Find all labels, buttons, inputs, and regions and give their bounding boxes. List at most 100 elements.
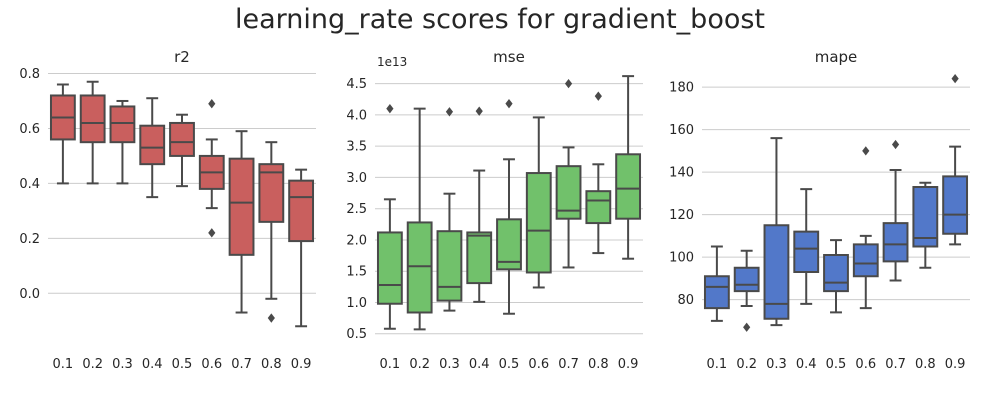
box-0.2 bbox=[406, 107, 433, 331]
outlier-point bbox=[505, 98, 513, 109]
box-0.3 bbox=[763, 137, 790, 327]
y-tick-label: 0.0 bbox=[19, 287, 40, 302]
box-body bbox=[703, 275, 730, 310]
outlier-point bbox=[208, 99, 216, 109]
box-0.2 bbox=[733, 249, 760, 332]
y-tick-label: 0.2 bbox=[19, 232, 40, 247]
y-tick-label: 120 bbox=[669, 208, 694, 223]
y-tick-label: 0.4 bbox=[19, 177, 40, 192]
outlier-point bbox=[445, 107, 454, 117]
box-0.1 bbox=[376, 103, 403, 330]
outlier-point bbox=[208, 228, 216, 238]
outlier-point bbox=[862, 146, 870, 156]
box-body bbox=[763, 224, 790, 320]
box-body bbox=[496, 218, 522, 271]
box-0.4 bbox=[466, 106, 493, 303]
box-0.4 bbox=[139, 97, 166, 199]
box-0.7 bbox=[882, 139, 909, 282]
box-body bbox=[793, 230, 820, 273]
outlier-point bbox=[594, 91, 602, 101]
x-tick-label: 0.6 bbox=[201, 357, 222, 372]
outlier-point bbox=[743, 322, 751, 332]
y-tick-label: 1.0 bbox=[346, 296, 367, 311]
y-tick-label: 100 bbox=[669, 251, 694, 266]
box-body bbox=[376, 231, 403, 305]
y-tick-label: 2.5 bbox=[346, 202, 367, 217]
box-body bbox=[555, 165, 582, 220]
outlier-point bbox=[891, 139, 900, 150]
x-tick-label: 0.3 bbox=[766, 357, 787, 372]
y-tick-label: 140 bbox=[669, 166, 694, 181]
x-tick-label: 0.2 bbox=[736, 357, 757, 372]
box-0.3 bbox=[109, 99, 136, 185]
box-body bbox=[525, 172, 552, 274]
x-tick-label: 0.1 bbox=[53, 357, 74, 372]
y-tick-label: 160 bbox=[669, 123, 694, 138]
panel-mse: 0.5 1.0 1.5 2.0 2.5 3.0 3.5 4.0 4.5 mse 1e13 0.1 0.2… bbox=[346, 48, 643, 372]
box-body bbox=[406, 221, 433, 314]
panel-r2: 0.0 0.2 0.4 0.6 0.8 r2 0.1 0.2 0.3 0.4 0.5 0.6 0.7 0.… bbox=[19, 48, 316, 372]
x-tick-label: 0.4 bbox=[796, 357, 817, 372]
x-tick-label: 0.2 bbox=[409, 357, 430, 372]
panel-mape: 80 100 120 140 160 180 mape 0.1 0.2 0.3 0.4 0.5 0.6 0… bbox=[669, 48, 970, 372]
box-0.9 bbox=[615, 75, 642, 260]
box-body bbox=[852, 243, 879, 278]
subplot-title: mse bbox=[493, 48, 525, 66]
y-tick-label: 1.5 bbox=[346, 265, 367, 280]
axis-offset-label: 1e13 bbox=[377, 55, 407, 69]
box-body bbox=[139, 124, 166, 166]
box-body bbox=[912, 186, 939, 248]
x-tick-label: 0.4 bbox=[142, 357, 163, 372]
box-body bbox=[79, 94, 106, 144]
box-0.5 bbox=[496, 98, 522, 315]
box-0.6 bbox=[852, 146, 879, 310]
y-tick-label: 0.5 bbox=[346, 327, 367, 342]
y-tick-label: 3.5 bbox=[346, 140, 367, 155]
box-body bbox=[882, 222, 909, 263]
x-tick-label: 0.5 bbox=[499, 357, 520, 372]
outlier-point bbox=[951, 73, 959, 84]
box-0.5 bbox=[823, 239, 849, 314]
box-0.7 bbox=[228, 130, 255, 314]
x-tick-label: 0.1 bbox=[707, 357, 728, 372]
x-tick-label: 0.6 bbox=[855, 357, 876, 372]
y-tick-label: 4.5 bbox=[346, 77, 367, 92]
x-tick-label: 0.1 bbox=[380, 357, 401, 372]
x-tick-label: 0.7 bbox=[231, 357, 252, 372]
box-body bbox=[466, 231, 493, 285]
x-tick-label: 0.5 bbox=[826, 357, 847, 372]
outlier-point bbox=[386, 103, 394, 114]
x-tick-label: 0.3 bbox=[112, 357, 133, 372]
box-body bbox=[733, 266, 760, 293]
x-tick-label: 0.3 bbox=[439, 357, 460, 372]
x-tick-label: 0.9 bbox=[945, 357, 966, 372]
box-0.5 bbox=[169, 113, 195, 188]
box-0.2 bbox=[79, 80, 106, 185]
y-tick-label: 4.0 bbox=[346, 108, 367, 123]
figure-title: learning_rate scores for gradient_boost bbox=[234, 4, 766, 35]
box-0.8 bbox=[258, 141, 285, 323]
x-tick-label: 0.2 bbox=[82, 357, 103, 372]
box-body bbox=[436, 230, 463, 302]
box-body bbox=[823, 254, 849, 293]
box-0.8 bbox=[912, 181, 939, 269]
box-0.1 bbox=[49, 83, 76, 185]
box-body bbox=[615, 153, 642, 220]
box-0.6 bbox=[525, 116, 552, 289]
box-0.3 bbox=[436, 107, 463, 312]
box-body bbox=[585, 190, 612, 225]
box-0.7 bbox=[555, 78, 582, 269]
box-body bbox=[109, 105, 136, 144]
y-tick-label: 180 bbox=[669, 81, 694, 96]
subplot-title: r2 bbox=[174, 48, 190, 66]
box-0.4 bbox=[793, 188, 820, 305]
x-tick-label: 0.9 bbox=[618, 357, 639, 372]
subplot-title: mape bbox=[815, 48, 858, 66]
y-tick-label: 0.8 bbox=[19, 67, 40, 82]
box-body bbox=[288, 179, 315, 243]
x-tick-label: 0.6 bbox=[528, 357, 549, 372]
box-0.6 bbox=[198, 99, 225, 238]
box-body bbox=[258, 163, 285, 223]
